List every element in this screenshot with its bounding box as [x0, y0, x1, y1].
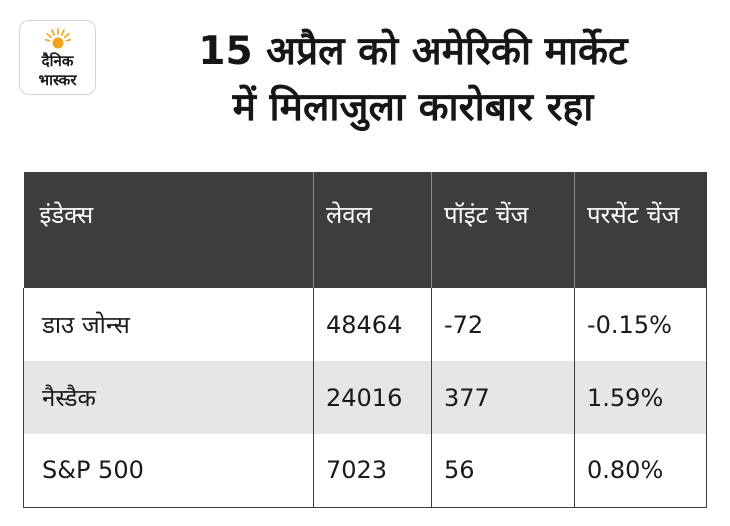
cell-percent-change: -0.15% — [574, 288, 707, 361]
header-point-change: पॉइंट चेंज — [431, 172, 575, 288]
cell-percent-change: 0.80% — [574, 434, 707, 508]
table-header: इंडेक्स लेवल पॉइंट चेंज परसेंट चेंज — [23, 172, 707, 288]
cell-percent-change: 1.59% — [574, 361, 707, 434]
cell-index-name: S&P 500 — [23, 434, 314, 508]
sun-icon — [45, 28, 71, 49]
title-line-2: में मिलाजुला कारोबार रहा — [232, 85, 594, 130]
cell-level: 24016 — [313, 361, 432, 434]
cell-point-change: 56 — [431, 434, 575, 508]
logo-text-line-2: भास्कर — [38, 71, 77, 89]
table-body: डाउ जोन्स 48464 -72 -0.15% नैस्डैक 24016… — [23, 288, 707, 508]
cell-level: 7023 — [313, 434, 432, 508]
cell-level: 48464 — [313, 288, 432, 361]
table-row: डाउ जोन्स 48464 -72 -0.15% — [23, 288, 707, 361]
cell-index-name: डाउ जोन्स — [23, 288, 314, 361]
cell-point-change: -72 — [431, 288, 575, 361]
table-row: S&P 500 7023 56 0.80% — [23, 434, 707, 508]
logo-text-line-1: दैनिक — [41, 52, 74, 70]
cell-point-change: 377 — [431, 361, 575, 434]
dainik-bhaskar-logo: दैनिक भास्कर — [19, 20, 96, 95]
header-index: इंडेक्स — [23, 172, 314, 288]
table-header-row: इंडेक्स लेवल पॉइंट चेंज परसेंट चेंज — [23, 172, 707, 288]
header-percent-change: परसेंट चेंज — [574, 172, 707, 288]
page-title: 15 अप्रैल को अमेरिकी मार्केट में मिलाजुल… — [96, 24, 730, 136]
cell-index-name: नैस्डैक — [23, 361, 314, 434]
table-row: नैस्डैक 24016 377 1.59% — [23, 361, 707, 434]
header-level: लेवल — [313, 172, 432, 288]
market-index-table: इंडेक्स लेवल पॉइंट चेंज परसेंट चेंज डाउ … — [23, 172, 707, 508]
title-line-1: 15 अप्रैल को अमेरिकी मार्केट — [198, 29, 628, 74]
